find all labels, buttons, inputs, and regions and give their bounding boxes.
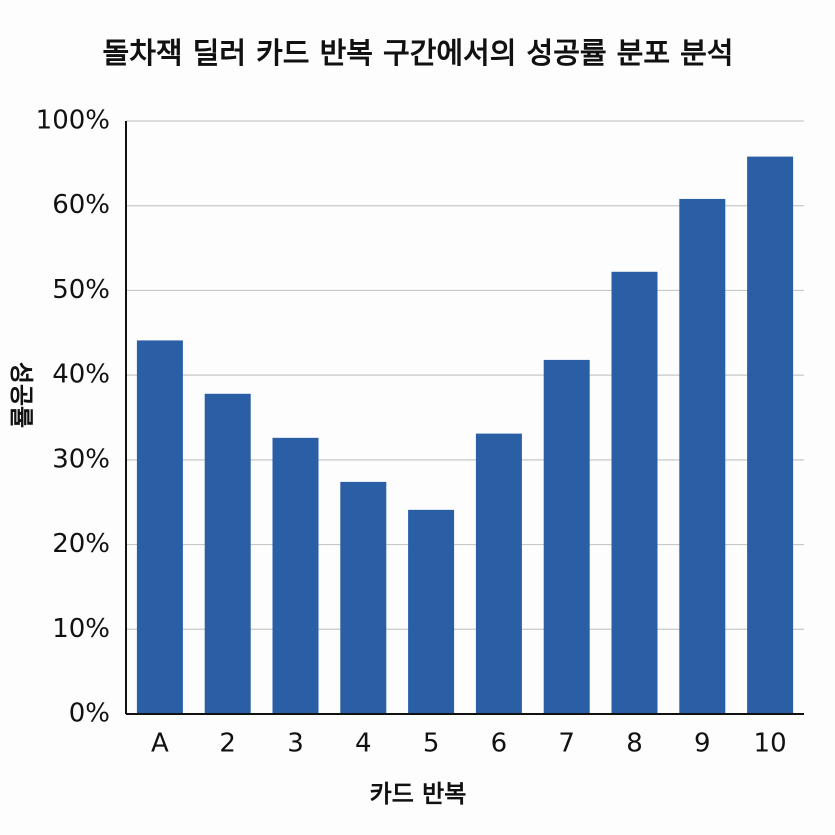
y-tick-label: 40% [52, 360, 110, 390]
bar [679, 198, 726, 715]
x-tick-label: 10 [754, 729, 787, 759]
bar [408, 509, 455, 714]
x-tick-label: 7 [558, 729, 575, 759]
x-tick-label: 5 [423, 729, 440, 759]
x-tick-label: 3 [287, 729, 304, 759]
bar [543, 359, 590, 714]
y-axis-label: 성공률 [7, 362, 35, 428]
bar [747, 156, 794, 714]
bar [136, 340, 183, 714]
bar [272, 437, 319, 714]
x-tick-label: 6 [491, 729, 508, 759]
x-axis-label: 카드 반복 [370, 780, 467, 808]
x-tick-label: 9 [694, 729, 711, 759]
bar [340, 481, 387, 714]
x-tick-label: 8 [626, 729, 643, 759]
y-tick-label: 50% [52, 275, 110, 305]
bar [475, 433, 522, 714]
bar [611, 271, 658, 714]
x-tick-label: 2 [219, 729, 236, 759]
y-tick-label: 30% [52, 444, 110, 474]
y-tick-label: 10% [52, 614, 110, 644]
bar [204, 393, 251, 714]
y-tick-label: 20% [52, 529, 110, 559]
x-tick-label: 4 [355, 729, 372, 759]
y-tick-label: 0% [69, 699, 110, 729]
chart-title: 돌차잭 딜러 카드 반복 구간에서의 성공률 분포 분석 [103, 36, 734, 70]
y-tick-label: 60% [52, 190, 110, 220]
y-tick-label: 100% [36, 106, 110, 136]
x-tick-label: A [151, 729, 169, 759]
